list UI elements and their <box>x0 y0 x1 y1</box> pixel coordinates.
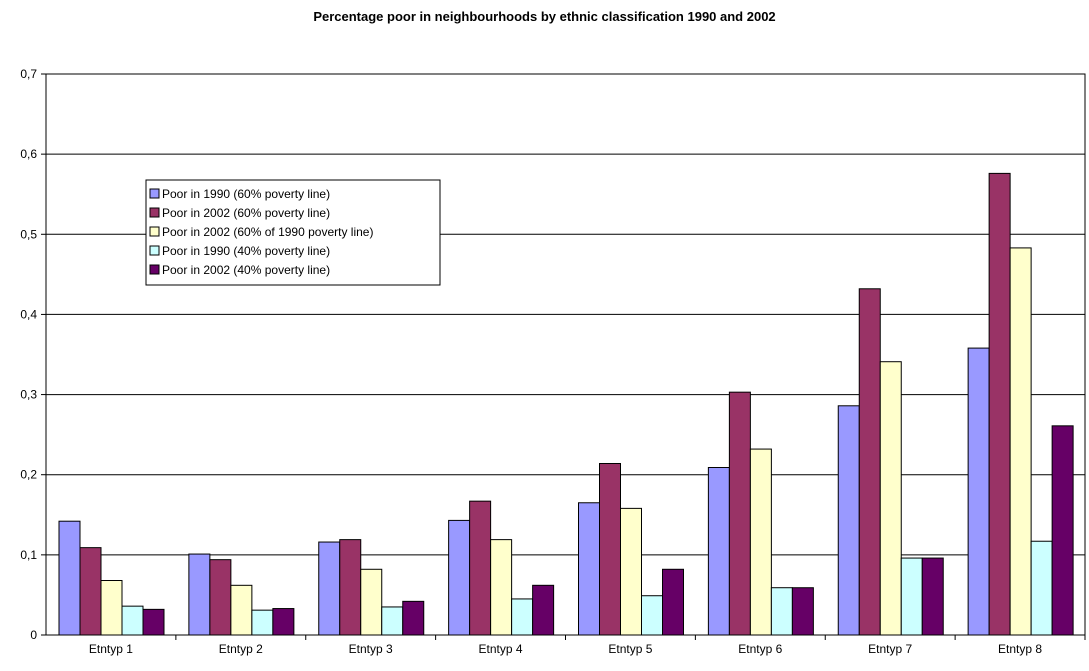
bar <box>58 520 81 636</box>
x-tick-label: Etntyp 5 <box>608 642 652 656</box>
x-tick-label: Etntyp 6 <box>738 642 782 656</box>
bar <box>532 584 555 636</box>
bar <box>879 361 902 636</box>
legend-label: Poor in 1990 (40% poverty line) <box>162 244 330 258</box>
chart-title: Percentage poor in neighbourhoods by eth… <box>313 9 776 24</box>
bar <box>490 539 513 636</box>
bar <box>381 606 404 636</box>
bar <box>402 600 425 636</box>
legend-swatch <box>149 245 160 256</box>
bar <box>1030 540 1053 636</box>
bar <box>230 584 253 636</box>
plot-area <box>45 73 1086 636</box>
bar <box>360 568 383 636</box>
y-tick-label: 0,2 <box>20 468 37 482</box>
bar <box>318 541 341 636</box>
x-tick-label: Etntyp 3 <box>349 642 393 656</box>
x-tick-label: Etntyp 8 <box>998 642 1042 656</box>
bar <box>142 608 165 636</box>
bar <box>599 462 621 636</box>
y-tick-label: 0,7 <box>20 67 37 81</box>
bar <box>837 405 860 636</box>
x-tick-label: Etntyp 2 <box>219 642 263 656</box>
legend-swatch <box>149 264 160 275</box>
bar <box>469 500 492 636</box>
legend <box>145 179 441 286</box>
bar <box>100 580 123 636</box>
legend-swatch <box>149 188 160 199</box>
bar <box>251 609 274 636</box>
y-tick-label: 0,5 <box>20 227 37 241</box>
bar <box>188 553 211 636</box>
bar <box>988 172 1011 636</box>
y-tick-label: 0 <box>30 628 37 642</box>
bar <box>448 519 471 636</box>
bar <box>272 608 295 636</box>
bar <box>707 467 730 636</box>
bar <box>749 448 772 636</box>
bar <box>728 391 751 636</box>
bar <box>339 539 362 636</box>
bar <box>1009 247 1032 636</box>
y-tick-label: 0,3 <box>20 388 37 402</box>
bar <box>791 587 814 636</box>
legend-swatch <box>149 207 160 218</box>
bar <box>921 557 944 636</box>
bar <box>620 507 642 636</box>
bar <box>511 598 534 636</box>
bar <box>967 347 990 636</box>
y-tick-label: 0,6 <box>20 147 37 161</box>
legend-swatch <box>149 226 160 237</box>
x-tick-label: Etntyp 7 <box>868 642 912 656</box>
x-tick-label: Etntyp 1 <box>89 642 133 656</box>
legend-label: Poor in 1990 (60% poverty line) <box>162 187 330 201</box>
bar <box>1051 425 1074 636</box>
bar <box>121 605 144 636</box>
y-tick-label: 0,4 <box>20 307 37 321</box>
bar <box>641 595 663 636</box>
y-tick-label: 0,1 <box>20 548 37 562</box>
bar <box>79 547 102 636</box>
bar <box>900 557 923 636</box>
legend-label: Poor in 2002 (60% poverty line) <box>162 206 330 220</box>
bar <box>770 587 793 636</box>
bar <box>209 559 232 636</box>
x-tick-label: Etntyp 4 <box>479 642 523 656</box>
bar <box>578 502 600 636</box>
bar <box>662 568 684 636</box>
legend-label: Poor in 2002 (40% poverty line) <box>162 263 330 277</box>
legend-label: Poor in 2002 (60% of 1990 poverty line) <box>162 225 373 239</box>
bar <box>858 288 881 636</box>
